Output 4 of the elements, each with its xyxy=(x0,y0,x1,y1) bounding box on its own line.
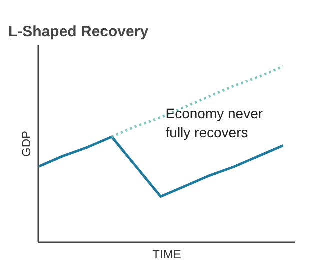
chart-title: L-Shaped Recovery xyxy=(8,24,150,40)
y-axis-title: GDP xyxy=(20,130,34,157)
x-axis-title: TIME xyxy=(152,248,182,262)
annotation: Economy never fully recovers xyxy=(166,105,264,141)
